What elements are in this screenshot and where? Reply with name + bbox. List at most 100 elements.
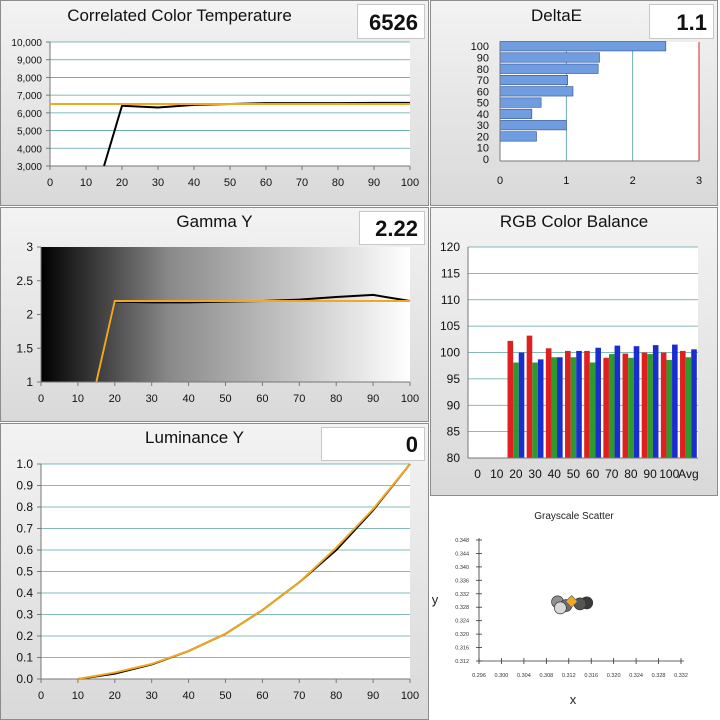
deltae-bar xyxy=(499,108,533,119)
deltae-ytick-label: 20 xyxy=(477,131,489,143)
rgb-bar-green xyxy=(532,362,538,458)
luminance-xtick-label: 10 xyxy=(72,690,84,702)
scatter-ytick-label: 0.312 xyxy=(455,659,469,665)
gamma-xtick-label: 30 xyxy=(146,393,158,405)
gamma-xtick-label: 80 xyxy=(330,393,342,405)
rgb-xtick-label: 0 xyxy=(474,467,481,481)
rgb-xtick-label: 10 xyxy=(490,467,504,481)
gamma-xtick-label: 20 xyxy=(109,393,121,405)
rgb-ytick-label: 80 xyxy=(447,451,461,465)
gamma-gradient-background xyxy=(41,247,410,382)
rgb-bar-blue xyxy=(633,346,640,458)
cct-ytick-label: 8,000 xyxy=(17,73,42,84)
gamma-xtick-label: 0 xyxy=(38,393,44,405)
deltae-ytick-label: 10 xyxy=(477,143,489,155)
deltae-xtick-label: 2 xyxy=(630,175,636,187)
rgb-xtick-label: 50 xyxy=(567,467,581,481)
luminance-xtick-label: 100 xyxy=(401,690,419,702)
gamma-xtick-label: 10 xyxy=(72,393,84,405)
luminance-xtick-label: 0 xyxy=(38,690,44,702)
rgb-xtick-label: 30 xyxy=(528,467,542,481)
scatter-xtick-label: 0.300 xyxy=(495,673,509,679)
deltae-xtick-label: 0 xyxy=(497,175,503,187)
gamma-ytick-label: 2.5 xyxy=(16,274,33,288)
rgb-bar-red xyxy=(680,350,686,458)
scatter-ytick-label: 0.336 xyxy=(455,578,469,584)
scatter-title: Grayscale Scatter xyxy=(534,511,614,522)
rgb-bar-red xyxy=(584,350,590,458)
rgb-ytick-label: 95 xyxy=(447,372,461,386)
rgb-bar-red xyxy=(507,340,514,458)
deltae-value-box: 1.1 xyxy=(649,4,714,39)
scatter-ytick-label: 0.340 xyxy=(455,565,469,571)
rgb-bar-blue xyxy=(557,357,563,458)
rgb-bar-red xyxy=(565,350,571,458)
rgb-ytick-label: 120 xyxy=(440,240,460,254)
deltae-ytick-label: 70 xyxy=(477,75,489,87)
luminance-xtick-label: 50 xyxy=(219,690,231,702)
rgb-bar-green xyxy=(570,357,577,458)
scatter-ytick-label: 0.324 xyxy=(455,619,469,625)
cct-xtick-label: 60 xyxy=(260,177,272,189)
rgb-ytick-label: 115 xyxy=(441,266,460,280)
luminance-ytick-label: 0.0 xyxy=(16,672,33,686)
cct-xtick-label: 40 xyxy=(188,177,200,189)
deltae-ytick-label: 80 xyxy=(477,64,489,76)
luminance-xtick-label: 30 xyxy=(146,690,158,702)
cct-xtick-label: 50 xyxy=(224,177,236,189)
cct-ytick-label: 3,000 xyxy=(17,162,42,173)
scatter-panel: Grayscale Scatter 0.312 0.316 0.320 0.324 0.… xyxy=(430,497,718,720)
luminance-ytick-label: 0.2 xyxy=(16,629,33,643)
deltae-bar xyxy=(499,97,542,108)
rgb-bar-green xyxy=(628,357,634,458)
luminance-xtick-label: 70 xyxy=(293,690,305,702)
cct-title: Correlated Color Temperature xyxy=(67,6,292,25)
rgb-bar-red xyxy=(622,353,629,458)
rgb-bar-blue xyxy=(691,349,697,458)
rgb-xtick-label: 70 xyxy=(605,467,619,481)
rgb-title: RGB Color Balance xyxy=(499,212,649,231)
gamma-title: Gamma Y xyxy=(176,212,253,231)
deltae-panel: DeltaE 1.1 0 1 2 3 0 10 20 30 40 50 60 70 80 90 100 xyxy=(430,0,718,206)
cct-xtick-label: 30 xyxy=(152,177,164,189)
rgb-xtick-label: 100 xyxy=(659,467,679,481)
scatter-xtick-label: 0.312 xyxy=(562,673,576,679)
rgb-bar-blue xyxy=(672,344,678,458)
scatter-y-axis-label: y xyxy=(432,592,439,607)
gamma-xtick-label: 40 xyxy=(182,393,194,405)
deltae-ytick-label: 50 xyxy=(477,98,489,110)
luminance-panel: Luminance Y 0 0.0 0.1 0.2 0.3 0.4 0.5 0.6 0.7 0.… xyxy=(0,423,429,720)
luminance-xtick-label: 60 xyxy=(256,690,268,702)
cct-ytick-label: 7,000 xyxy=(17,91,42,102)
cct-xtick-label: 100 xyxy=(401,177,419,189)
scatter-xtick-label: 0.316 xyxy=(584,673,598,679)
luminance-ytick-label: 0.9 xyxy=(16,479,33,493)
luminance-ytick-label: 0.6 xyxy=(16,543,33,557)
cct-xtick-label: 20 xyxy=(116,177,128,189)
rgb-bar-blue xyxy=(595,347,601,458)
luminance-value-box: 0 xyxy=(321,427,425,461)
gamma-chart: 11.522.530 10 20 30 40 50 60 70 80 90 100 xyxy=(16,240,419,405)
luminance-ytick-label: 0.5 xyxy=(16,565,33,579)
rgb-ytick-label: 90 xyxy=(447,398,461,412)
deltae-bar xyxy=(499,86,574,97)
gamma-xtick-label: 90 xyxy=(367,393,379,405)
scatter-xtick-label: 0.324 xyxy=(629,673,643,679)
cct-ytick-label: 10,000 xyxy=(11,38,42,49)
rgb-bar-blue xyxy=(614,345,621,458)
gamma-xtick-label: 60 xyxy=(256,393,268,405)
deltae-xtick-label: 3 xyxy=(696,175,702,187)
rgb-xtick-label: 90 xyxy=(643,467,657,481)
cct-xtick-label: 90 xyxy=(368,177,380,189)
cct-xtick-label: 80 xyxy=(332,177,344,189)
scatter-xtick-label: 0.308 xyxy=(539,673,553,679)
scatter-xtick-label: 0.332 xyxy=(674,673,688,679)
rgb-ytick-label: 105 xyxy=(440,319,460,333)
luminance-ytick-label: 0.8 xyxy=(16,500,33,514)
luminance-ytick-label: 0.1 xyxy=(16,651,33,665)
scatter-ytick-label: 0.348 xyxy=(455,538,469,544)
deltae-ytick-label: 40 xyxy=(477,109,489,121)
rgb-bar-green xyxy=(589,362,596,458)
luminance-series-target xyxy=(77,463,411,680)
deltae-ytick-label: 0 xyxy=(483,154,489,166)
